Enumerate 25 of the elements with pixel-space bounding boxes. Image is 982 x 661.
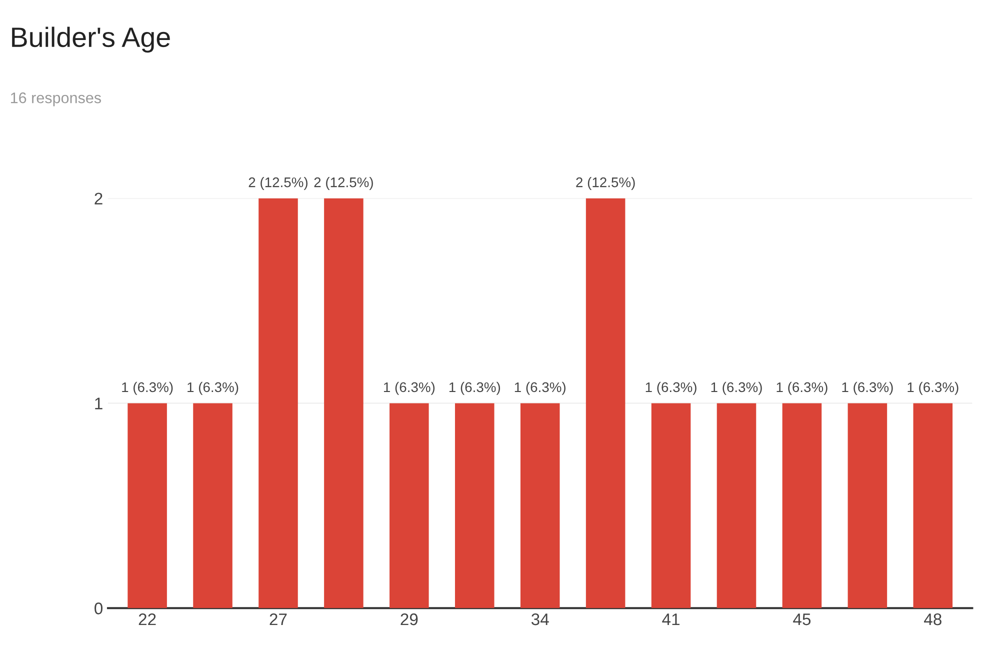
- x-tick-label: 41: [662, 614, 680, 626]
- data-label: 1 (6.3%): [776, 382, 828, 395]
- x-tick-label: 27: [270, 613, 287, 626]
- data-label: 1 (6.3%): [449, 382, 500, 395]
- x-tick-label: 29: [400, 613, 418, 626]
- x-tick-label: 48: [924, 613, 942, 626]
- y-tick-label: 1: [95, 398, 102, 410]
- data-label: 1 (6.3%): [188, 382, 238, 395]
- x-tick-label: 34: [531, 613, 549, 626]
- data-label: 1 (6.3%): [514, 382, 566, 395]
- data-label: 1 (6.3%): [384, 382, 435, 395]
- x-tick-label: 22: [138, 613, 156, 626]
- data-label: 2 (12.5%): [314, 177, 373, 190]
- data-label: 1 (6.3%): [711, 382, 762, 395]
- data-label: 1 (6.3%): [646, 382, 696, 395]
- data-label: 2 (12.5%): [248, 177, 308, 190]
- chart-subtitle: 16 responses: [10, 92, 101, 106]
- data-label: 1 (6.3%): [842, 382, 893, 395]
- data-label: 2 (12.5%): [576, 177, 635, 190]
- chart-title: Builder's Age: [12, 26, 170, 53]
- data-label: 1 (6.3%): [122, 382, 173, 395]
- data-label: 1 (6.3%): [908, 382, 958, 395]
- x-tick-label: 45: [793, 614, 811, 626]
- y-tick-label: 0: [94, 602, 103, 614]
- y-tick-label: 2: [94, 192, 102, 204]
